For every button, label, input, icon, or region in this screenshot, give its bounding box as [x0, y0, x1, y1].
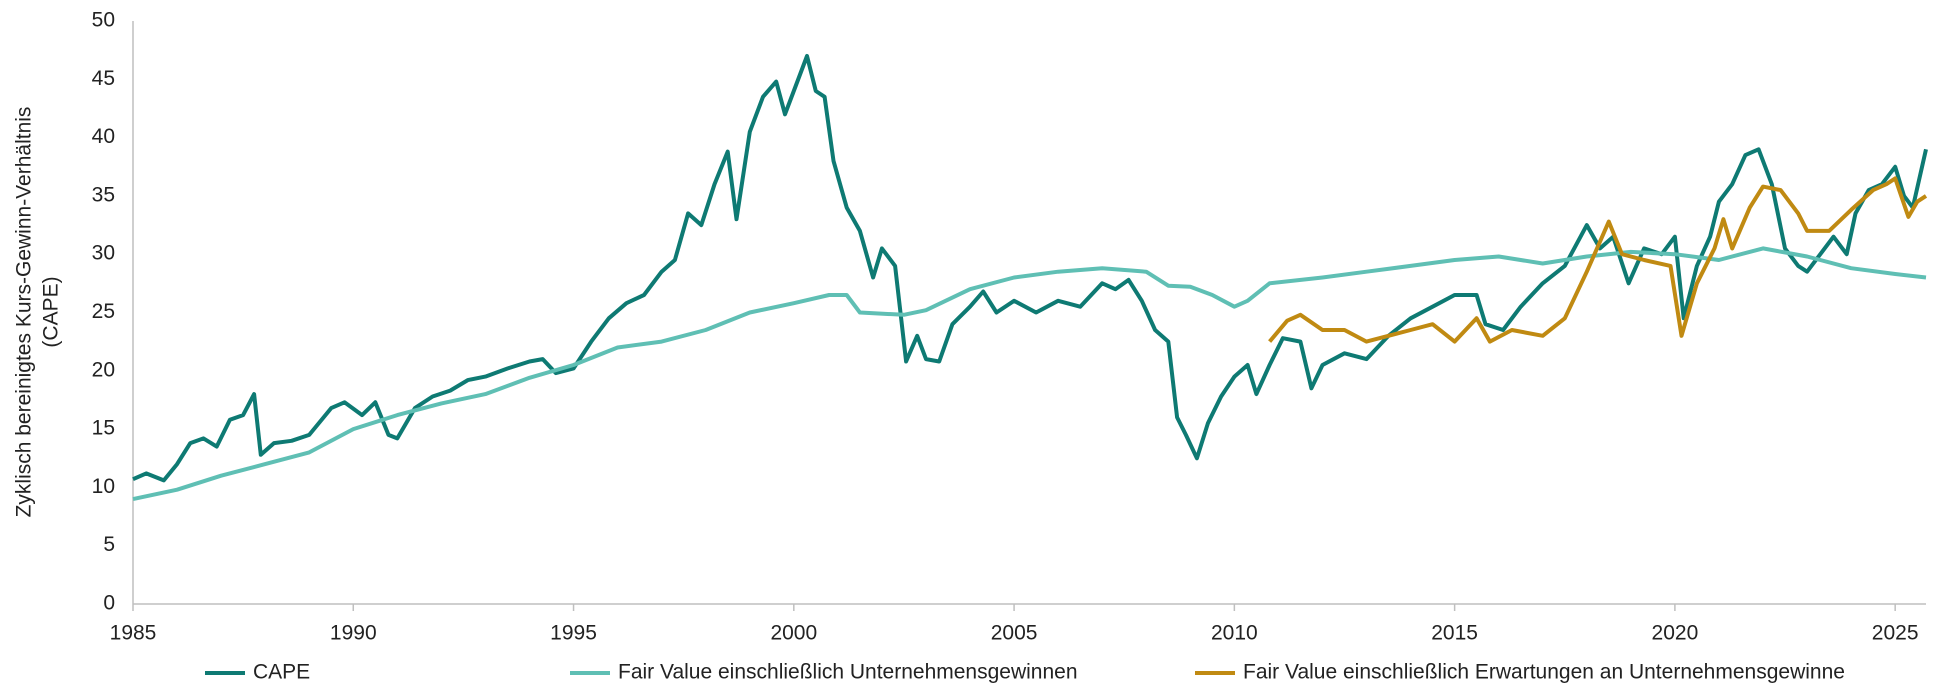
y-tick-label: 20 [92, 358, 115, 381]
x-tick-label: 2000 [770, 622, 817, 645]
y-tick-label: 40 [92, 125, 115, 148]
y-axis-label: Zyklisch bereinigtes Kurs-Gewinn-Verhält… [13, 107, 36, 518]
x-tick-label: 2015 [1431, 622, 1478, 645]
x-tick-label: 2020 [1652, 622, 1699, 645]
x-tick-label: 1985 [110, 622, 157, 645]
series-line [1268, 176, 1928, 344]
y-axis-label: (CAPE) [40, 276, 63, 347]
y-tick-label: 35 [92, 183, 115, 206]
y-tick-label: 30 [92, 242, 115, 265]
x-tick-label: 2025 [1872, 622, 1919, 645]
legend-label: Fair Value einschließlich Erwartungen an… [1243, 661, 1845, 684]
x-tick-label: 1990 [330, 622, 377, 645]
x-tick-label: 1995 [550, 622, 597, 645]
legend-label: Fair Value einschließlich Unternehmensge… [618, 661, 1078, 684]
y-tick-label: 0 [103, 592, 115, 615]
x-tick-label: 2010 [1211, 622, 1258, 645]
series-line [132, 246, 1927, 502]
y-tick-label: 50 [92, 9, 115, 32]
y-tick-label: 5 [103, 533, 115, 556]
y-tick-label: 25 [92, 300, 115, 323]
legend-label: CAPE [253, 661, 310, 684]
series-line [132, 54, 1928, 483]
y-tick-label: 45 [92, 67, 115, 90]
y-tick-label: 15 [92, 417, 115, 440]
y-tick-label: 10 [92, 475, 115, 498]
x-tick-label: 2005 [991, 622, 1038, 645]
